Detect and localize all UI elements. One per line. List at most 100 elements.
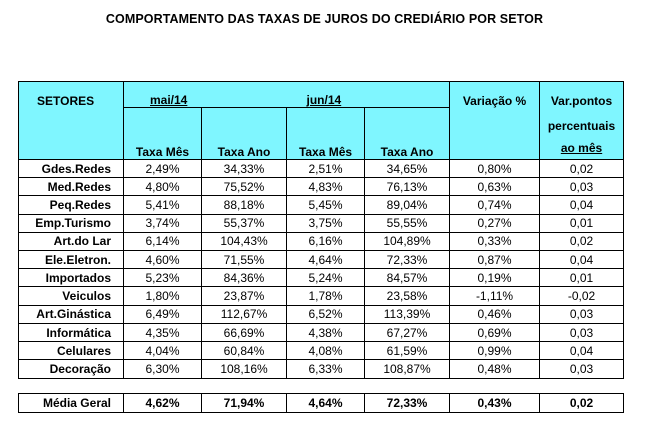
header-var-pontos-line2: percentuais xyxy=(547,118,616,133)
cell-setor: Média Geral xyxy=(18,392,124,414)
header-spacer xyxy=(449,107,541,160)
cell-setor: Art.do Lar xyxy=(18,231,124,252)
header-row-1: SETORES mai/14 jun/14 Variação % Var.pon… xyxy=(18,80,625,108)
cell-setor: Importados xyxy=(18,268,124,288)
cell-pp: 0,02 xyxy=(539,392,625,414)
header-jun-taxa-mes: Taxa Mês xyxy=(286,107,366,160)
cell-pp: 0,04 xyxy=(539,195,625,215)
cell-jun-ano: 89,04% xyxy=(364,195,451,215)
cell-jun-mes: 2,51% xyxy=(286,158,366,179)
cell-pp: 0,03 xyxy=(539,177,625,197)
cell-mai-ano: 71,94% xyxy=(200,392,288,414)
header-spacer xyxy=(18,107,124,160)
header-jun-taxa-ano: Taxa Ano xyxy=(364,107,451,160)
spacer-cell xyxy=(286,377,365,394)
cell-jun-mes: 1,78% xyxy=(286,286,366,306)
spacer-cell xyxy=(539,377,624,394)
cell-mai-ano: 88,18% xyxy=(200,195,288,215)
cell-var: 0,33% xyxy=(449,231,541,252)
total-row: Média Geral 4,62% 71,94% 4,64% 72,33% 0,43% 0,… xyxy=(18,392,625,414)
table-row: Med.Redes 4,80% 75,52% 4,83% 76,13% 0,63% 0,03 xyxy=(18,177,625,197)
cell-jun-ano: 84,57% xyxy=(364,268,451,288)
cell-var: 0,69% xyxy=(449,322,541,343)
table-row: Art.Ginástica 6,49% 112,67% 6,52% 113,39% 0,4… xyxy=(18,304,625,324)
header-var-pontos-line3: ao mês xyxy=(560,140,603,155)
page-title: COMPORTAMENTO DAS TAXAS DE JUROS DO CRED… xyxy=(105,12,544,26)
cell-pp: 0,01 xyxy=(539,213,625,233)
cell-mai-mes: 5,41% xyxy=(123,195,202,215)
header-mai-label: mai/14 xyxy=(150,93,188,108)
cell-setor: Ele.Eletron. xyxy=(18,250,124,270)
table-row: Decoração 6,30% 108,16% 6,33% 108,87% 0,48% 0,… xyxy=(18,359,625,379)
rates-table: SETORES mai/14 jun/14 Variação % Var.pon… xyxy=(18,80,625,414)
cell-mai-mes: 6,30% xyxy=(123,359,202,379)
spacer-cell xyxy=(449,377,540,394)
cell-setor: Veiculos xyxy=(18,286,124,306)
cell-pp: 0,02 xyxy=(539,158,625,179)
spacer-cell xyxy=(201,377,287,394)
table-row: Emp.Turismo 3,74% 55,37% 3,75% 55,55% 0,27% 0,… xyxy=(18,213,625,233)
cell-mai-mes: 4,35% xyxy=(123,322,202,343)
cell-var: 0,46% xyxy=(449,304,541,324)
cell-var: 0,80% xyxy=(449,158,541,179)
cell-jun-mes: 6,52% xyxy=(286,304,366,324)
cell-var: 0,99% xyxy=(449,341,541,361)
cell-setor: Peq.Redes xyxy=(18,195,124,215)
table-row: Gdes.Redes 2,49% 34,33% 2,51% 34,65% 0,80% 0,0… xyxy=(18,158,625,179)
cell-jun-mes: 4,83% xyxy=(286,177,366,197)
cell-jun-mes: 4,64% xyxy=(286,392,366,414)
header-var-pontos-cont: percentuais ao mês xyxy=(539,107,625,160)
cell-pp: 0,03 xyxy=(539,359,625,379)
cell-mai-ano: 84,36% xyxy=(200,268,288,288)
cell-var: 0,19% xyxy=(449,268,541,288)
header-jun: jun/14 xyxy=(286,80,451,108)
cell-jun-ano: 113,39% xyxy=(364,304,451,324)
cell-jun-mes: 4,38% xyxy=(286,322,366,343)
cell-mai-mes: 4,60% xyxy=(123,250,202,270)
cell-mai-ano: 112,67% xyxy=(200,304,288,324)
cell-jun-ano: 104,89% xyxy=(364,231,451,252)
cell-setor: Gdes.Redes xyxy=(18,158,124,179)
spacer-cell xyxy=(123,377,202,394)
cell-pp: 0,01 xyxy=(539,268,625,288)
cell-pp: 0,04 xyxy=(539,250,625,270)
cell-var: 0,48% xyxy=(449,359,541,379)
table-row: Peq.Redes 5,41% 88,18% 5,45% 89,04% 0,74% 0,04 xyxy=(18,195,625,215)
cell-setor: Informática xyxy=(18,322,124,343)
cell-pp: -0,02 xyxy=(539,286,625,306)
header-variacao: Variação % xyxy=(449,80,541,108)
header-setores: SETORES xyxy=(18,80,124,108)
cell-mai-mes: 3,74% xyxy=(123,213,202,233)
cell-jun-ano: 72,33% xyxy=(364,392,451,414)
cell-jun-mes: 6,33% xyxy=(286,359,366,379)
cell-setor: Art.Ginástica xyxy=(18,304,124,324)
cell-setor: Emp.Turismo xyxy=(18,213,124,233)
spacer-cell xyxy=(364,377,450,394)
cell-pp: 0,02 xyxy=(539,231,625,252)
cell-mai-mes: 5,23% xyxy=(123,268,202,288)
cell-mai-mes: 2,49% xyxy=(123,158,202,179)
spacer-cell xyxy=(18,377,124,394)
cell-mai-mes: 4,80% xyxy=(123,177,202,197)
cell-var: 0,63% xyxy=(449,177,541,197)
cell-jun-mes: 5,24% xyxy=(286,268,366,288)
table-row: Informática 4,35% 66,69% 4,38% 67,27% 0,69% 0,… xyxy=(18,322,625,343)
table-row: Art.do Lar 6,14% 104,43% 6,16% 104,89% 0,33% 0… xyxy=(18,231,625,252)
cell-var: 0,27% xyxy=(449,213,541,233)
cell-mai-ano: 104,43% xyxy=(200,231,288,252)
cell-pp: 0,03 xyxy=(539,304,625,324)
cell-jun-ano: 72,33% xyxy=(364,250,451,270)
cell-jun-ano: 55,55% xyxy=(364,213,451,233)
cell-mai-mes: 6,14% xyxy=(123,231,202,252)
header-mai: mai/14 xyxy=(122,80,287,108)
cell-jun-ano: 34,65% xyxy=(364,158,451,179)
cell-setor: Med.Redes xyxy=(18,177,124,197)
cell-mai-ano: 60,84% xyxy=(200,341,288,361)
cell-var: 0,43% xyxy=(449,392,541,414)
cell-jun-mes: 4,08% xyxy=(286,341,366,361)
cell-setor: Celulares xyxy=(18,341,124,361)
cell-var: -1,11% xyxy=(449,286,541,306)
header-mai-taxa-mes: Taxa Mês xyxy=(123,107,202,160)
cell-mai-mes: 4,62% xyxy=(123,392,202,414)
cell-mai-mes: 6,49% xyxy=(123,304,202,324)
